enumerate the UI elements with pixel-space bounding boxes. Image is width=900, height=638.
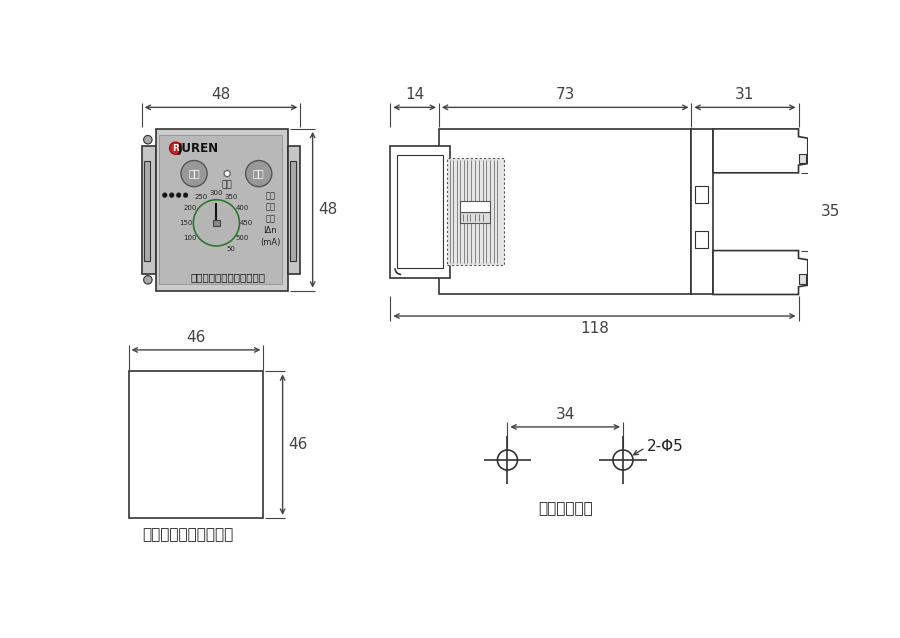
Circle shape: [498, 450, 518, 470]
Text: 31: 31: [735, 87, 755, 102]
Circle shape: [169, 193, 174, 197]
Circle shape: [613, 450, 633, 470]
Text: 46: 46: [288, 437, 308, 452]
Text: 400: 400: [236, 205, 249, 211]
Bar: [212, 219, 220, 226]
Polygon shape: [713, 251, 808, 295]
Circle shape: [144, 276, 152, 284]
Text: 48: 48: [212, 87, 230, 102]
Text: 100: 100: [184, 235, 197, 241]
Text: 350: 350: [225, 194, 238, 200]
Text: 34: 34: [555, 406, 575, 422]
Text: 复位: 复位: [188, 168, 200, 179]
Bar: [798, 154, 806, 163]
Circle shape: [246, 161, 272, 187]
Text: 500: 500: [236, 235, 249, 241]
Circle shape: [194, 200, 239, 246]
Text: 35: 35: [821, 204, 841, 219]
Bar: [439, 129, 691, 295]
Bar: [391, 146, 451, 278]
Bar: [446, 158, 504, 265]
Circle shape: [181, 161, 207, 187]
Bar: [156, 129, 288, 291]
Text: 73: 73: [555, 87, 575, 102]
Bar: [397, 155, 443, 269]
Text: 50: 50: [227, 246, 236, 252]
Circle shape: [144, 135, 152, 144]
Circle shape: [176, 193, 181, 197]
Text: 嵌入式面板开孔尺寸图: 嵌入式面板开孔尺寸图: [143, 527, 234, 542]
Text: 固定式尺寸图: 固定式尺寸图: [538, 501, 592, 516]
Bar: [695, 231, 708, 248]
Bar: [461, 202, 490, 212]
Text: 46: 46: [186, 329, 206, 345]
Bar: [291, 161, 296, 262]
Text: 动作: 动作: [221, 180, 232, 189]
Text: JUREN: JUREN: [178, 142, 220, 154]
Bar: [158, 135, 282, 285]
Text: 300: 300: [210, 190, 223, 196]
Circle shape: [184, 193, 188, 197]
Text: 试验: 试验: [253, 168, 265, 179]
Text: 漏电
动作
电流
IΔn
(mA): 漏电 动作 电流 IΔn (mA): [260, 191, 281, 247]
Text: 250: 250: [194, 194, 208, 200]
Bar: [691, 129, 713, 295]
Text: R: R: [172, 144, 179, 152]
Text: 14: 14: [405, 87, 424, 102]
Text: 48: 48: [318, 202, 338, 218]
Circle shape: [163, 193, 167, 197]
Text: 150: 150: [180, 220, 193, 226]
Bar: [461, 212, 490, 223]
Circle shape: [224, 170, 230, 177]
Bar: [141, 146, 156, 274]
Polygon shape: [713, 129, 808, 173]
Bar: [129, 371, 264, 518]
Bar: [144, 161, 150, 262]
Text: 450: 450: [239, 220, 253, 226]
Text: 200: 200: [184, 205, 197, 211]
Circle shape: [169, 142, 182, 154]
Text: 118: 118: [580, 322, 609, 336]
Bar: [288, 146, 301, 274]
Text: 2-Φ5: 2-Φ5: [647, 439, 684, 454]
Bar: [695, 186, 708, 204]
Bar: [798, 274, 806, 284]
Text: 上海聚仁电力科技有限公司: 上海聚仁电力科技有限公司: [191, 272, 266, 282]
